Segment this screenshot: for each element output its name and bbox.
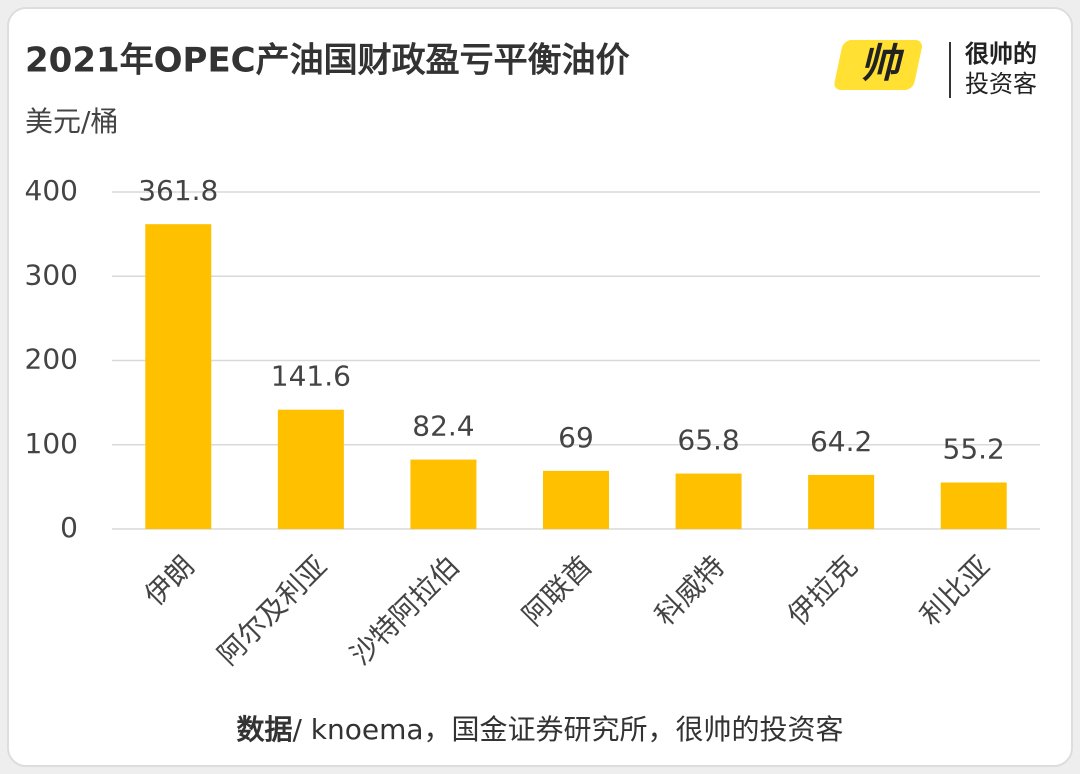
data-label: 64.2 [810, 425, 872, 458]
y-axis-label: 美元/桶 [25, 105, 118, 138]
bar [410, 459, 477, 529]
data-label: 361.8 [138, 174, 218, 207]
y-tick-label: 100 [25, 427, 78, 460]
logo-icon: 帅 [860, 41, 905, 87]
data-label: 141.6 [271, 360, 351, 393]
logo-badge [834, 40, 922, 90]
source: 数据/ knoema，国金证券研究所，很帅的投资客 [236, 713, 843, 746]
bar [145, 224, 212, 529]
y-tick-label: 300 [25, 258, 78, 291]
bar [543, 470, 609, 529]
logo: 帅 很帅的 投资客 [834, 40, 1037, 98]
bar [940, 482, 1007, 529]
logo-line: 很帅的 [965, 40, 1037, 68]
y-tick-label: 400 [25, 174, 78, 207]
data-label: 82.4 [412, 410, 474, 443]
card [7, 7, 1073, 767]
data-label: 65.8 [677, 424, 739, 457]
logo-line: 投资客 [965, 70, 1037, 98]
y-tick-label: 200 [25, 343, 78, 376]
chart-title: 2021年OPEC产油国财政盈亏平衡油价 [25, 41, 630, 81]
y-tick-label: 0 [60, 511, 78, 544]
bar [808, 474, 875, 529]
bar [277, 409, 344, 529]
data-label: 69 [558, 421, 594, 454]
data-label: 55.2 [943, 432, 1005, 465]
bar [675, 473, 742, 529]
source-label: 数据 [236, 713, 292, 746]
source-text: / knoema，国金证券研究所，很帅的投资客 [292, 713, 843, 746]
